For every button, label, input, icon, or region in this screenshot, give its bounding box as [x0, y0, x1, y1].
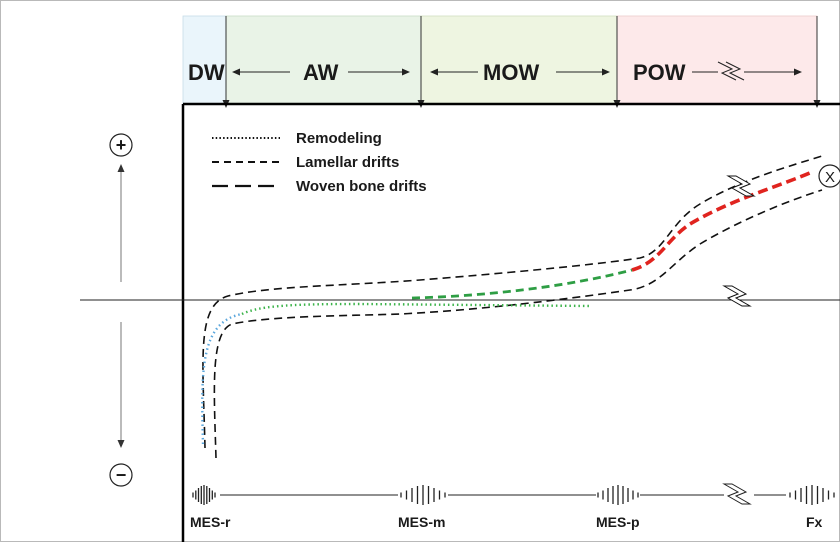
woven-bone-drift-curve	[631, 170, 813, 272]
mes-p-burst-icon	[597, 485, 639, 505]
zone-band-aw	[225, 15, 422, 105]
zone-label-dw: DW	[188, 60, 225, 85]
minus-symbol: −	[116, 465, 127, 485]
direction-indicators: + −	[109, 133, 133, 487]
up-arrowhead	[117, 164, 125, 172]
minus-circle-icon	[109, 463, 133, 487]
legend-label-lamellar: Lamellar drifts	[296, 154, 399, 171]
upper-envelope-curve	[202, 155, 823, 449]
mes-label-p: MES-p	[596, 514, 640, 530]
axes	[80, 102, 840, 542]
down-arrowhead	[117, 440, 125, 448]
zone-label-pow: POW	[633, 60, 686, 85]
legend: Remodeling Lamellar drifts Woven bone dr…	[212, 130, 427, 195]
mes-label-m: MES-m	[398, 514, 445, 530]
mes-label-fx: Fx	[806, 514, 823, 530]
zone-label-mow: MOW	[483, 60, 539, 85]
plus-symbol: +	[116, 135, 127, 155]
zone-span-arrows	[232, 68, 802, 76]
plus-circle-icon	[109, 133, 133, 157]
pow-right-arrowhead	[794, 68, 802, 76]
zone-label-aw: AW	[303, 60, 339, 85]
baseline-break-icon	[722, 285, 752, 307]
signal-break-icon	[722, 483, 752, 505]
mow-right-arrowhead	[602, 68, 610, 76]
remodeling-curve-adapted	[241, 302, 591, 316]
curve-break-icon	[726, 175, 756, 197]
endpoint-marker-label: X	[825, 169, 835, 186]
aw-right-arrowhead	[402, 68, 410, 76]
aw-left-arrowhead	[232, 68, 240, 76]
mes-signal-strip	[192, 483, 835, 505]
mes-m-burst-icon	[400, 485, 446, 505]
mow-left-arrowhead	[430, 68, 438, 76]
mes-label-r: MES-r	[190, 514, 231, 530]
lower-envelope-curve	[213, 189, 823, 459]
pow-break-icon	[717, 61, 745, 81]
envelope-curves	[202, 155, 823, 459]
fx-burst-icon	[789, 485, 835, 505]
zone-band-mow	[420, 15, 618, 105]
legend-label-woven: Woven bone drifts	[296, 178, 427, 195]
remodeling-curve-disuse	[201, 312, 243, 445]
zone-bands	[182, 15, 818, 105]
legend-label-remodeling: Remodeling	[296, 130, 382, 147]
fracture-endpoint-icon	[818, 164, 840, 188]
mes-r-burst-icon	[192, 485, 216, 505]
lamellar-drift-curve	[411, 268, 633, 300]
